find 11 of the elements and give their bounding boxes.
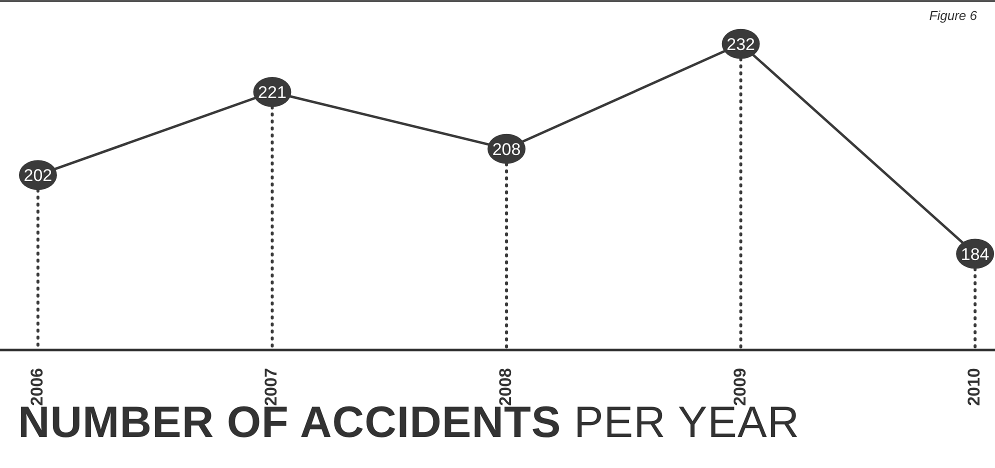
- data-label: 221: [258, 82, 286, 102]
- data-label: 232: [726, 34, 755, 54]
- caption: Figure 6: [929, 8, 977, 23]
- x-tick-label: 2009: [730, 368, 750, 406]
- x-tick-label: 2007: [262, 368, 281, 406]
- x-tick-label: 2010: [964, 368, 984, 406]
- x-tick-label: 2006: [27, 368, 46, 406]
- data-label: 208: [492, 140, 521, 159]
- data-label: 202: [24, 166, 52, 186]
- data-label: 184: [960, 244, 990, 264]
- x-tick-label: 2008: [496, 368, 516, 406]
